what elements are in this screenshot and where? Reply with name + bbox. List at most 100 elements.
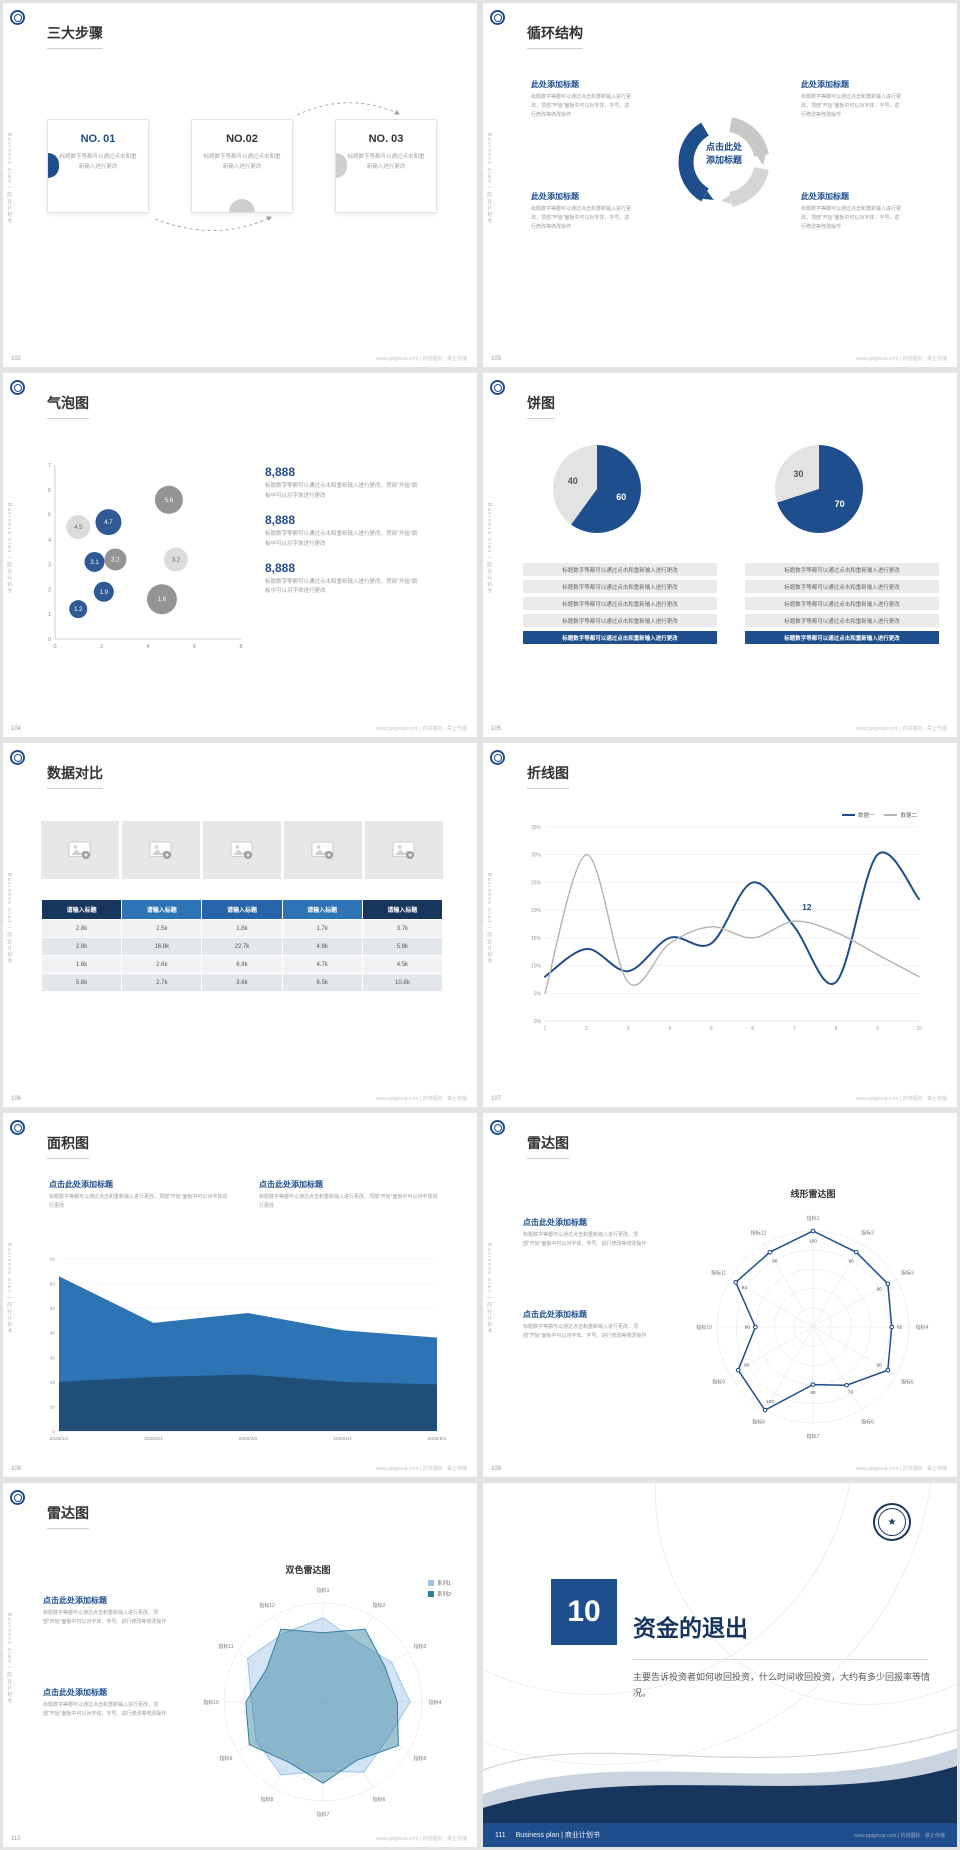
slide-title: 折线图: [527, 763, 569, 789]
table-cell: 1.7k: [281, 919, 363, 938]
sidebar-vertical-text: Business plan | 商业计划书: [6, 873, 12, 965]
image-placeholder-row: [41, 821, 443, 879]
data-point-label: 60: [745, 1325, 751, 1331]
legend-label: 系列2: [436, 1592, 451, 1598]
table-cell: 6.5k: [281, 973, 363, 992]
footer-watermark: www.pptgroup.com | 内容图标 · 禁止传播: [855, 1096, 947, 1102]
chart-text: 30%: [531, 853, 542, 859]
radar-axis-label: 指标10: [696, 1324, 712, 1331]
step-desc: 标题数字等都可以通过点击和重新输入进行更改: [59, 154, 137, 170]
bubble: [93, 581, 114, 602]
table-cell: 3.7k: [361, 919, 444, 938]
radar-axis-label: 指标12: [259, 1602, 275, 1609]
chart-text: 1.2: [74, 607, 83, 613]
slide-107[interactable]: Business plan | 商业计划书 折线图 数据一 数据二 0% 5% 10%…: [483, 743, 957, 1107]
pie-slice-label: 70: [834, 499, 845, 509]
radar-chart: 指标1 指标2 指标3 指标4 指标5 指标6 指标7 指标8 指标9 指标10 指标11 指标12: [203, 1587, 442, 1818]
table-cell: 10.8k: [361, 973, 444, 992]
pie-slice-label: 40: [567, 476, 578, 487]
radar-axis-label: 指标11: [711, 1270, 726, 1277]
chart-text: 4: [668, 1026, 671, 1032]
bottom-bar-label: Business plan | 商业计划书: [515, 1832, 600, 1839]
chart-text: 10%: [531, 964, 542, 970]
slide-111[interactable]: ★ 10 资金的退出 主要告诉投资者如何收回投资，什么时间收回投资，大约有多少回…: [483, 1483, 957, 1847]
area-text-block: 点击此处添加标题 标题数字等都可以通过点击和重新输入进行更改，顶部“开始”面板中…: [49, 1179, 229, 1211]
table-row: 1.6k 2.6k 6.8k 4.7k 4.5k: [40, 955, 444, 974]
radar-text-block: 点击此处添加标题 标题数字等都可以通过点击和重新输入进行更改，顶部“开始”面板中…: [43, 1595, 188, 1627]
table-cell: 2.6k: [121, 955, 203, 974]
page-number: 106: [11, 1096, 22, 1102]
radar-chart: 指标1 指标2 指标3 指标4 指标5 指标6 指标7 指标8 指标9 指标10 指标11 指标12 1…: [696, 1215, 928, 1440]
chart-text: 70: [50, 1257, 56, 1263]
block-heading: 此处添加标题: [531, 80, 579, 89]
chart-annotation: 12: [802, 902, 812, 912]
block-body: 标题数字等都可以通过点击和重新输入进行更改，顶部“开始”面板中可以对字体、字号、…: [801, 94, 902, 118]
block-heading: 此处添加标题: [801, 192, 849, 201]
cycle-text-block: 此处添加标题 标题数字等都可以通过点击和重新输入进行更改，顶部“开始”面板中可以…: [801, 191, 911, 232]
step-card-1: NO. 01 标题数字等都可以通过点击和重新输入进行更改: [47, 119, 149, 213]
comparison-table: 请输入标题 请输入标题 请输入标题 请输入标题 请输入标题 2.8k 2.5k 1.8k 1.7…: [40, 899, 444, 992]
footer-watermark: www.pptgroup.com | 内容图标 · 禁止传播: [853, 1832, 945, 1839]
cycle-text-block: 此处添加标题 标题数字等都可以通过点击和重新输入进行更改，顶部“开始”面板中可以…: [531, 79, 641, 120]
chart-text: 2: [100, 644, 103, 650]
chart-text: 5%: [534, 991, 542, 997]
series-line: [544, 851, 920, 986]
legend-swatch-icon: [427, 1580, 434, 1586]
block-body: 标题数字等都可以通过点击和重新输入进行更改，顶部“开始”面板中可以对字体、字号、…: [43, 1702, 167, 1717]
stat-group: 8,888 标题数字等都可以通过点击和重新输入进行更改，顶部“开始”面板中可以对…: [265, 513, 420, 550]
school-logo-icon: [10, 1120, 25, 1135]
caption-bar: 标题数字等都可以通过点击和重新输入进行更改: [745, 580, 939, 593]
school-logo-icon: [10, 10, 25, 25]
image-icon: [392, 841, 415, 859]
chart-text: 2020/5/1: [428, 1436, 447, 1442]
image-placeholder: [41, 821, 119, 879]
page-number: 109: [491, 1466, 502, 1472]
chart-text: 40: [50, 1331, 56, 1337]
radar-axis-label: 指标8: [752, 1418, 765, 1425]
table-cell: 2.5k: [121, 919, 203, 938]
slide-104[interactable]: Business plan | 商业计划书 气泡图 0 1 2 3 4 5 6 7 0 2 4 6 8 4…: [3, 373, 477, 737]
stat-value: 8,888: [265, 465, 296, 479]
slide-title: 三大步骤: [47, 23, 103, 49]
data-point-label: 70: [848, 1390, 854, 1396]
caption-bar: 标题数字等都可以通过点击和重新输入进行更改: [523, 580, 717, 593]
footer-watermark: www.pptgroup.com | 内容图标 · 禁止传播: [375, 356, 467, 362]
page-number: 105: [491, 726, 502, 732]
stat-value: 8,888: [265, 560, 296, 575]
sidebar-vertical-text: Business plan | 商业计划书: [6, 1613, 12, 1705]
legend-label: 数据二: [900, 813, 917, 819]
footer-watermark: www.pptgroup.com | 内容图标 · 禁止传播: [375, 1466, 467, 1472]
slide-105[interactable]: Business plan | 商业计划书 饼图 60 40 70 30 标题数字等…: [483, 373, 957, 737]
page-number: 108: [11, 1466, 22, 1472]
stat-group: 8,888 标题数字等都可以通过点击和重新输入进行更改，顶部“开始”面板中可以对…: [265, 465, 420, 502]
chart-text: 25%: [531, 880, 542, 886]
slide-106[interactable]: Business plan | 商业计划书 数据对比 请输入标题 请输入标题 请输入…: [3, 743, 477, 1107]
chart-text: 50: [50, 1306, 56, 1312]
slide-110[interactable]: Business plan | 商业计划书 雷达图 点击此处添加标题 标题数字等…: [3, 1483, 477, 1847]
table-cell: 1.6k: [40, 955, 123, 974]
slide-103[interactable]: Business plan | 商业计划书 循环结构 此处添加标题 标题数字等都…: [483, 3, 957, 367]
footer-watermark: www.pptgroup.com | 内容图标 · 禁止传播: [855, 726, 947, 732]
slide-109[interactable]: Business plan | 商业计划书 雷达图 点击此处添加标题 标题数字等…: [483, 1113, 957, 1477]
radar-axis-label: 指标1: [807, 1215, 820, 1222]
slide-102[interactable]: Business plan | 商业计划书 三大步骤 NO. 01 标题数字等都…: [3, 3, 477, 367]
chart-text: 3: [627, 1026, 630, 1032]
table-cell: 2.8k: [40, 937, 123, 956]
slide-108[interactable]: Business plan | 商业计划书 面积图 点击此处添加标题 标题数字等…: [3, 1113, 477, 1477]
chart-text: 2020/2/1: [144, 1436, 163, 1442]
data-point-label: 90: [876, 1286, 882, 1292]
block-heading: 此处添加标题: [801, 80, 849, 89]
bubble: [104, 548, 127, 571]
chart-text: 3.1: [90, 560, 99, 566]
block-heading: 点击此处添加标题: [259, 1180, 323, 1189]
chart-text: 1: [48, 612, 51, 618]
table-cell: 16.8k: [121, 937, 203, 956]
step-number: NO.02: [226, 133, 258, 145]
slide-title: 雷达图: [527, 1133, 569, 1159]
bubble: [163, 547, 188, 572]
radar-axis-label: 指标4: [429, 1699, 442, 1706]
footer-watermark: www.pptgroup.com | 内容图标 · 禁止传播: [375, 726, 467, 732]
block-heading: 此处添加标题: [531, 192, 579, 201]
radar-text-block: 点击此处添加标题 标题数字等都可以通过点击和重新输入进行更改，顶部“开始”面板中…: [43, 1687, 188, 1719]
